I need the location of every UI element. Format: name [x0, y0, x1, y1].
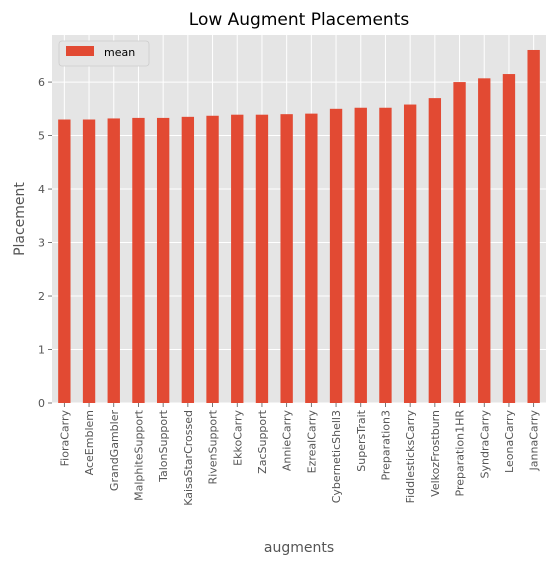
- y-axis-label: Placement: [12, 182, 28, 256]
- x-tick-label: Preparation1HR: [454, 410, 467, 497]
- x-tick-label: EzrealCarry: [305, 410, 318, 474]
- y-tick-label: 4: [38, 183, 45, 196]
- y-tick-label: 2: [38, 290, 45, 303]
- x-tick-label: MalphiteSupport: [132, 409, 145, 501]
- bar-LeonaCarry: [502, 74, 516, 403]
- x-tick-label: JannaCarry: [528, 410, 541, 472]
- x-tick-label: CyberneticShell3: [330, 410, 343, 503]
- legend-swatch: [66, 46, 94, 56]
- x-axis-ticks: FioraCarry AceEmblem GrandGambler MalphiteS…: [58, 403, 541, 506]
- bars: [58, 49, 540, 404]
- y-tick-label: 6: [38, 76, 45, 89]
- x-tick-label: VelkozFrostburn: [429, 410, 442, 497]
- bar-VelkozFrostburn: [428, 98, 442, 404]
- bar-FiddlesticksCarry: [403, 104, 417, 403]
- bar-AnnieCarry: [280, 114, 293, 404]
- legend-label: mean: [104, 46, 135, 59]
- bar-SupersTrait: [354, 107, 367, 403]
- y-tick-label: 5: [38, 130, 45, 143]
- bar-TalonSupport: [156, 117, 170, 403]
- y-tick-label: 3: [38, 237, 45, 250]
- chart-title: Low Augment Placements: [189, 10, 410, 30]
- x-tick-label: AceEmblem: [83, 410, 96, 475]
- bar-Preparation1HR: [453, 82, 466, 404]
- x-tick-label: SupersTrait: [355, 409, 368, 471]
- bar-SyndraCarry: [478, 78, 491, 403]
- x-tick-label: TalonSupport: [157, 409, 170, 483]
- x-tick-label: SyndraCarry: [478, 410, 491, 479]
- x-tick-label: AnnieCarry: [281, 410, 294, 472]
- bar-AceEmblem: [82, 119, 96, 403]
- x-tick-label: ZacSupport: [256, 409, 269, 473]
- y-tick-label: 0: [38, 397, 45, 410]
- y-axis-ticks: 0 1 2 3 4 5 6: [38, 76, 52, 410]
- bar-GrandGambler: [107, 118, 120, 403]
- x-axis-label: augments: [264, 540, 334, 556]
- bar-RivenSupport: [206, 115, 219, 403]
- x-tick-label: RivenSupport: [207, 409, 220, 484]
- bar-ZacSupport: [255, 114, 269, 403]
- bar-Preparation3: [379, 107, 392, 403]
- x-tick-label: Preparation3: [379, 410, 392, 481]
- x-tick-label: FioraCarry: [58, 410, 71, 467]
- legend: mean: [58, 40, 150, 67]
- bar-KaisaStarCrossed: [181, 116, 195, 403]
- bar-MalphiteSupport: [132, 117, 145, 403]
- bar-FioraCarry: [58, 119, 71, 403]
- x-tick-label: EkkoCarry: [231, 410, 244, 466]
- x-tick-label: GrandGambler: [108, 410, 121, 492]
- plot-area: [52, 35, 546, 403]
- bar-CyberneticShell3: [329, 108, 343, 403]
- x-tick-label: FiddlesticksCarry: [404, 410, 417, 504]
- y-tick-label: 1: [38, 344, 45, 357]
- bar-EkkoCarry: [231, 114, 244, 403]
- x-tick-label: LeonaCarry: [503, 410, 516, 473]
- bar-JannaCarry: [527, 49, 540, 403]
- x-tick-label: KaisaStarCrossed: [182, 410, 195, 506]
- bar-EzrealCarry: [305, 113, 318, 404]
